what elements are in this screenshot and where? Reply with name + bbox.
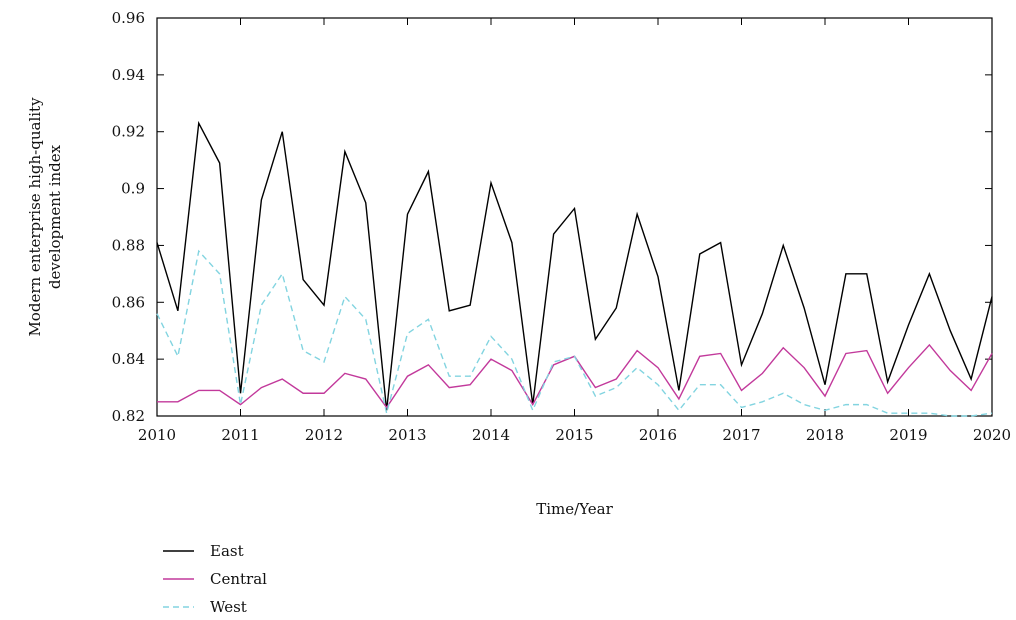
y-tick-label: 0.96 bbox=[112, 9, 145, 27]
legend-label-west: West bbox=[210, 598, 247, 616]
y-tick-label: 0.86 bbox=[112, 293, 145, 311]
y-tick-label: 0.88 bbox=[112, 236, 145, 254]
x-tick-label: 2011 bbox=[221, 426, 259, 444]
plot-frame bbox=[156, 17, 993, 417]
y-tick-label: 0.9 bbox=[121, 180, 145, 198]
x-tick-label: 2013 bbox=[388, 426, 426, 444]
y-tick-label: 0.82 bbox=[112, 407, 145, 425]
series-lines bbox=[156, 120, 993, 417]
x-tick-labels: 2010 2011 2012 2013 2014 2015 2016 2017 2018 2019… bbox=[138, 426, 1011, 444]
x-tick-label: 2014 bbox=[472, 426, 510, 444]
x-axis-title: Time/Year bbox=[536, 500, 613, 518]
x-tick-label: 2019 bbox=[889, 426, 927, 444]
y-axis-title-line: development index bbox=[46, 144, 64, 289]
x-tick-label: 2012 bbox=[305, 426, 343, 444]
series-line-west bbox=[156, 249, 993, 417]
series-line-central bbox=[157, 343, 993, 409]
x-tick-label: 2016 bbox=[639, 426, 677, 444]
x-tick-label: 2017 bbox=[722, 426, 760, 444]
x-tick-label: 2010 bbox=[138, 426, 176, 444]
legend-label-central: Central bbox=[210, 570, 267, 588]
y-tick-label: 0.84 bbox=[112, 350, 145, 368]
y-tick-labels: 0.82 0.84 0.86 0.88 0.9 0.92 0.94 0.96 bbox=[112, 9, 145, 425]
y-tick-label: 0.92 bbox=[112, 123, 145, 141]
series-line-east bbox=[156, 120, 993, 411]
x-tick-label: 2020 bbox=[973, 426, 1011, 444]
y-tick-label: 0.94 bbox=[112, 66, 145, 84]
legend: East Central West bbox=[163, 542, 267, 616]
y-axis-title-line: Modern enterprise high-quality bbox=[26, 97, 44, 337]
legend-label-east: East bbox=[210, 542, 244, 560]
x-tick-label: 2018 bbox=[806, 426, 844, 444]
x-tick-label: 2015 bbox=[555, 426, 593, 444]
y-axis-title: Modern enterprise high-quality developmen… bbox=[26, 97, 64, 337]
